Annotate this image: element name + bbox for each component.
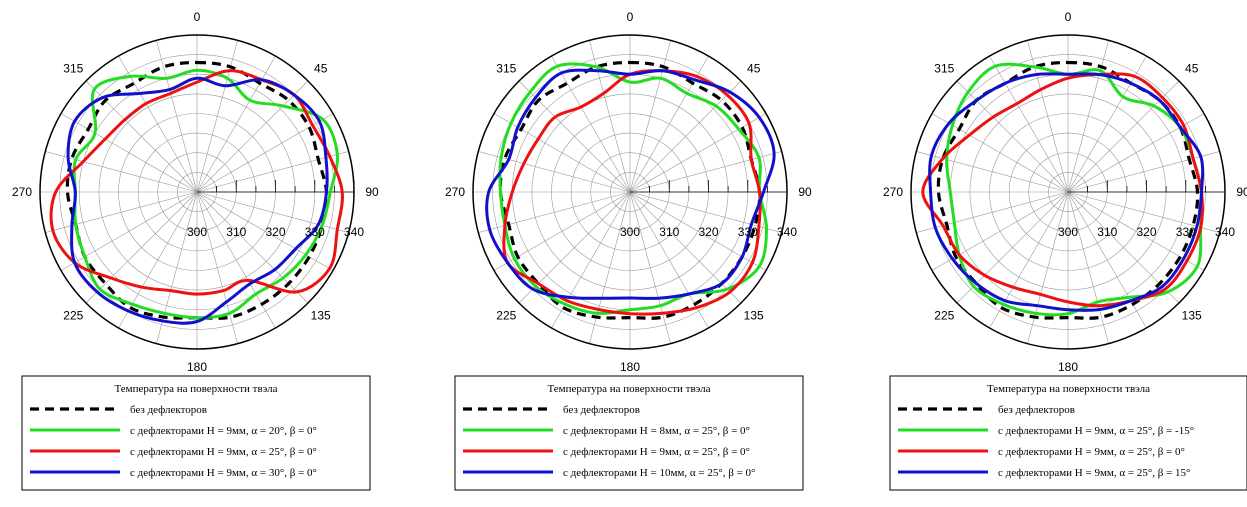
radial-tick-label: 320 <box>265 225 285 239</box>
radial-tick-label: 340 <box>344 225 364 239</box>
series-line-4 <box>485 68 776 300</box>
radial-tick-label: 320 <box>1136 225 1156 239</box>
angle-tick-label: 0 <box>627 10 634 24</box>
angle-tick-label: 135 <box>744 309 764 323</box>
legend-title: Температура на поверхности твэла <box>114 383 277 395</box>
radial-tick-label: 330 <box>1176 225 1196 239</box>
legend-entry: без дефлекторов <box>130 404 207 416</box>
polar-chart-2: 0 45 90 135 180 225 270 315 300 310 320 330 340 Темпе… <box>445 10 812 491</box>
angle-tick-label: 225 <box>63 309 83 323</box>
angle-tick-label: 45 <box>747 61 761 75</box>
legend: Температура на поверхности твэла без дефл… <box>21 375 371 491</box>
legend-entry: с дефлекторами H = 9мм, α = 25°, β = 0° <box>130 446 317 458</box>
radial-tick-label: 300 <box>620 225 640 239</box>
legend-entry: с дефлекторами H = 9мм, α = 25°, β = 0° <box>998 446 1185 458</box>
radial-tick-label: 330 <box>305 225 325 239</box>
legend-entry: с дефлекторами H = 9мм, α = 20°, β = 0° <box>130 425 317 437</box>
radial-tick-label: 300 <box>1058 225 1078 239</box>
legend-entry: с дефлекторами H = 9мм, α = 25°, β = -15… <box>998 425 1194 437</box>
radial-tick-label: 340 <box>1215 225 1235 239</box>
legend-title: Температура на поверхности твэла <box>547 383 710 395</box>
radial-tick-label: 310 <box>1097 225 1117 239</box>
radial-tick-label: 340 <box>777 225 797 239</box>
angle-tick-label: 315 <box>63 61 83 75</box>
radial-tick-label: 310 <box>226 225 246 239</box>
radial-tick-label: 300 <box>187 225 207 239</box>
angle-tick-label: 135 <box>311 309 331 323</box>
angle-tick-label: 225 <box>934 309 954 323</box>
legend: Температура на поверхности твэла без дефл… <box>454 375 804 491</box>
angle-tick-label: 45 <box>314 61 328 75</box>
legend-entry: с дефлекторами H = 9мм, α = 25°, β = 15° <box>998 467 1190 479</box>
angle-tick-label: 180 <box>620 360 640 374</box>
series-line-4 <box>928 72 1205 312</box>
legend-entry: с дефлекторами H = 9мм, α = 25°, β = 0° <box>563 446 750 458</box>
legend-entry: без дефлекторов <box>998 404 1075 416</box>
legend-entry: с дефлекторами H = 8мм, α = 25°, β = 0° <box>563 425 750 437</box>
angle-tick-label: 90 <box>1236 185 1247 199</box>
legend-entry: с дефлекторами H = 9мм, α = 30°, β = 0° <box>130 467 317 479</box>
angle-tick-label: 180 <box>1058 360 1078 374</box>
angle-tick-label: 45 <box>1185 61 1199 75</box>
angle-tick-label: 90 <box>798 185 812 199</box>
angle-tick-label: 270 <box>12 185 32 199</box>
series-line-3 <box>921 72 1204 308</box>
angle-tick-label: 270 <box>445 185 465 199</box>
angle-tick-label: 135 <box>1182 309 1202 323</box>
legend-title: Температура на поверхности твэла <box>987 383 1150 395</box>
angle-tick-label: 90 <box>365 185 379 199</box>
polar-chart-3: 0 45 90 135 180 225 270 315 300 310 320 330 340 Темпе… <box>883 10 1247 491</box>
legend-entry: без дефлекторов <box>563 404 640 416</box>
radial-tick-label: 320 <box>698 225 718 239</box>
angle-tick-label: 315 <box>496 61 516 75</box>
radial-tick-label: 330 <box>738 225 758 239</box>
radial-tick-label: 310 <box>659 225 679 239</box>
legend: Температура на поверхности твэла без дефл… <box>889 375 1247 491</box>
polar-chart-1: 0 45 90 135 180 225 270 315 300 310 320 330 340 Темпе… <box>12 10 379 491</box>
angle-tick-label: 315 <box>934 61 954 75</box>
angle-tick-label: 180 <box>187 360 207 374</box>
angle-tick-label: 270 <box>883 185 903 199</box>
angle-tick-label: 0 <box>1065 10 1072 24</box>
series-line-3 <box>502 69 762 316</box>
series-line-3 <box>49 69 344 296</box>
series-line-2 <box>945 62 1204 317</box>
angle-tick-label: 0 <box>194 10 201 24</box>
series-line-2 <box>72 68 339 320</box>
series-line-2 <box>498 62 768 315</box>
series-line-4 <box>66 76 329 325</box>
series-line-1 <box>498 60 762 320</box>
angle-tick-label: 225 <box>496 309 516 323</box>
legend-entry: с дефлекторами H = 10мм, α = 25°, β = 0° <box>563 467 755 479</box>
